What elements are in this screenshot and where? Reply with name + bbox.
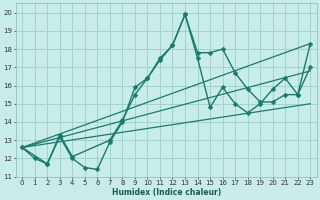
X-axis label: Humidex (Indice chaleur): Humidex (Indice chaleur)	[112, 188, 221, 197]
